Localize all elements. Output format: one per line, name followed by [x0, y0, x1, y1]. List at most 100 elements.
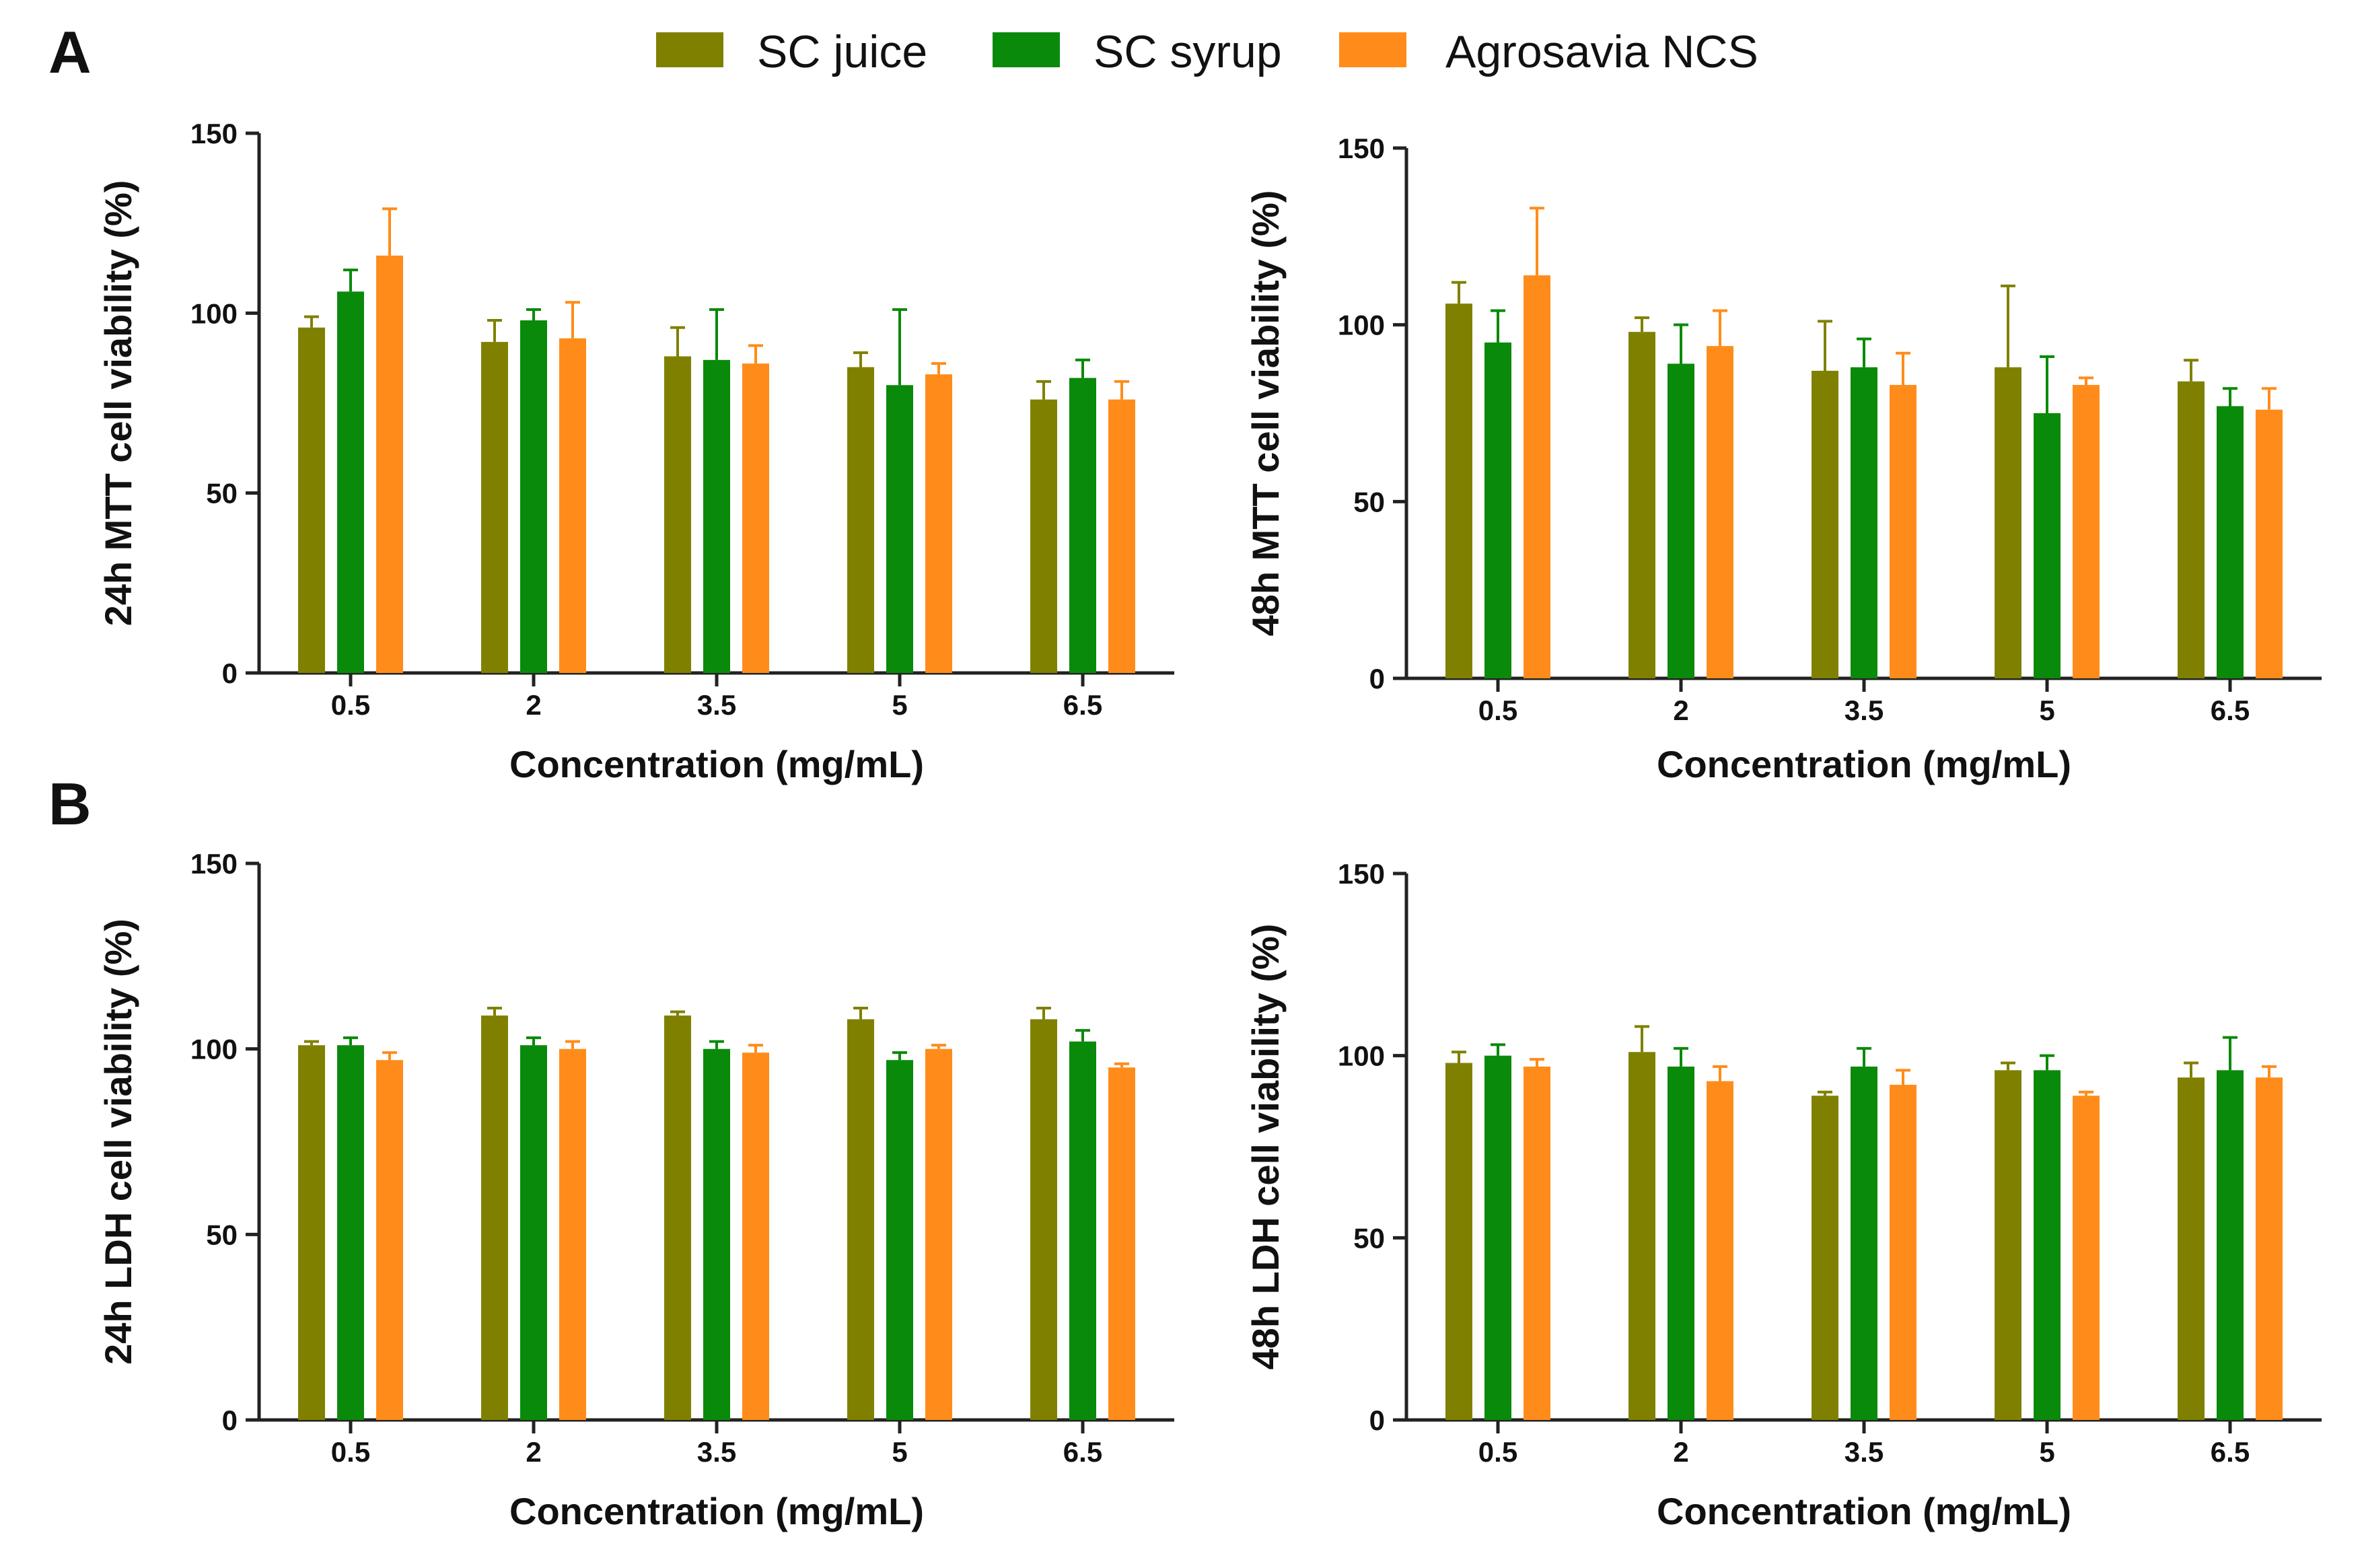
y-tick-label: 100 — [190, 297, 238, 329]
bar-agrosavia-ncs-5 — [2073, 1096, 2100, 1420]
bar-sc-syrup-6-5 — [2217, 406, 2244, 678]
bar-sc-syrup-5 — [886, 385, 913, 673]
chart-24h-ldh: 0 50 100 150 0.5 2 3.5 5 6.5 24h LDH cell viabili… — [97, 848, 1174, 1532]
y-tick-label: 150 — [190, 118, 238, 149]
y-tick-label: 0 — [1369, 663, 1385, 694]
bar-sc-syrup-2 — [1668, 1066, 1694, 1420]
y-tick-label: 150 — [1338, 133, 1385, 164]
y-tick-label: 50 — [206, 478, 238, 509]
bar-sc-juice-6-5 — [2178, 1077, 2205, 1420]
bar-agrosavia-ncs-0-5 — [376, 255, 403, 674]
bar-sc-juice-3-5 — [1812, 370, 1838, 678]
bar-sc-juice-5 — [1995, 1070, 2021, 1420]
bar-sc-syrup-5 — [2034, 413, 2061, 678]
bar-sc-syrup-0-5 — [337, 291, 364, 674]
y-tick-label: 0 — [1369, 1404, 1385, 1436]
x-tick-label: 6.5 — [1063, 1436, 1102, 1468]
legend-swatch-agrosavia-ncs — [1339, 32, 1406, 67]
chart-24h-mtt: 0 50 100 150 0.5 2 3.5 5 6.5 24h MTT cell viabili… — [97, 118, 1174, 785]
bar-sc-syrup-5 — [886, 1060, 913, 1420]
bar-sc-juice-5 — [847, 1019, 874, 1420]
x-tick-label: 6.5 — [2211, 1436, 2250, 1468]
bar-sc-juice-3-5 — [1812, 1096, 1838, 1420]
y-tick-label: 100 — [190, 1034, 238, 1065]
bar-agrosavia-ncs-6-5 — [2256, 1077, 2283, 1420]
x-tick-label: 3.5 — [697, 1436, 736, 1468]
bar-sc-syrup-6-5 — [2217, 1070, 2244, 1420]
x-tick-label: 2 — [1673, 694, 1688, 726]
bar-sc-juice-0-5 — [298, 1045, 325, 1420]
bar-sc-juice-6-5 — [1030, 399, 1057, 673]
bar-sc-syrup-0-5 — [1484, 1055, 1511, 1420]
bar-sc-syrup-2 — [520, 1045, 547, 1420]
bar-agrosavia-ncs-2 — [1707, 1081, 1733, 1420]
y-tick-label: 100 — [1338, 310, 1385, 341]
bar-sc-juice-3-5 — [664, 356, 691, 673]
y-axis-title: 48h MTT cell viability (%) — [1244, 190, 1287, 637]
bar-sc-syrup-3-5 — [703, 1048, 730, 1420]
bar-sc-juice-3-5 — [664, 1015, 691, 1420]
y-tick-label: 50 — [1353, 486, 1385, 518]
bar-agrosavia-ncs-0-5 — [1524, 275, 1550, 678]
bar-sc-syrup-2 — [1668, 363, 1694, 678]
y-axis-title: 24h MTT cell viability (%) — [97, 180, 139, 627]
bar-agrosavia-ncs-5 — [925, 1048, 952, 1420]
bar-sc-juice-2 — [1628, 332, 1655, 678]
bar-agrosavia-ncs-3-5 — [1890, 384, 1917, 678]
bar-agrosavia-ncs-2 — [1707, 346, 1733, 678]
y-tick-label: 0 — [222, 657, 238, 689]
legend-label-agrosavia-ncs: Agrosavia NCS — [1445, 26, 1758, 77]
x-tick-label: 0.5 — [1478, 694, 1517, 726]
bar-agrosavia-ncs-6-5 — [1108, 399, 1135, 673]
legend-label-sc-syrup: SC syrup — [1094, 26, 1282, 77]
y-tick-label: 0 — [222, 1404, 238, 1436]
x-axis-title: Concentration (mg/mL) — [1657, 743, 2071, 785]
bar-sc-syrup-3-5 — [1851, 1066, 1877, 1420]
bar-agrosavia-ncs-2 — [559, 1048, 586, 1420]
x-tick-label: 0.5 — [1478, 1436, 1517, 1468]
x-tick-label: 3.5 — [697, 689, 736, 721]
x-tick-label: 6.5 — [1063, 689, 1102, 721]
y-tick-label: 50 — [1353, 1222, 1385, 1254]
panel-label-a: A — [48, 19, 92, 85]
x-tick-label: 3.5 — [1844, 694, 1884, 726]
bar-agrosavia-ncs-6-5 — [1108, 1067, 1135, 1420]
x-tick-label: 5 — [892, 1436, 907, 1468]
y-axis-title: 24h LDH cell viability (%) — [97, 919, 139, 1365]
bar-sc-juice-5 — [847, 367, 874, 673]
bar-sc-juice-0-5 — [1445, 304, 1472, 678]
x-tick-label: 5 — [892, 689, 907, 721]
x-tick-label: 2 — [526, 1436, 541, 1468]
bar-sc-juice-6-5 — [1030, 1019, 1057, 1420]
x-tick-label: 2 — [526, 689, 541, 721]
bar-sc-syrup-6-5 — [1069, 1041, 1096, 1420]
bar-sc-juice-2 — [481, 342, 508, 673]
bar-agrosavia-ncs-6-5 — [2256, 409, 2283, 678]
x-tick-label: 5 — [2039, 694, 2054, 726]
bar-sc-juice-2 — [1628, 1052, 1655, 1420]
x-tick-label: 0.5 — [331, 1436, 370, 1468]
bar-agrosavia-ncs-5 — [925, 374, 952, 673]
legend-label-sc-juice: SC juice — [757, 26, 927, 77]
x-tick-label: 5 — [2039, 1436, 2054, 1468]
chart-48h-mtt: 0 50 100 150 0.5 2 3.5 5 6.5 48h MTT cell viabili… — [1244, 133, 2322, 785]
x-tick-label: 0.5 — [331, 689, 370, 721]
bar-sc-juice-0-5 — [298, 327, 325, 674]
bar-sc-juice-6-5 — [2178, 381, 2205, 678]
bar-agrosavia-ncs-3-5 — [742, 1053, 769, 1420]
bar-sc-syrup-3-5 — [703, 359, 730, 673]
chart-48h-ldh: 0 50 100 150 0.5 2 3.5 5 6.5 48h LDH cell viabili… — [1244, 858, 2322, 1532]
bar-sc-juice-0-5 — [1445, 1063, 1472, 1420]
legend-swatch-sc-syrup — [993, 32, 1060, 67]
legend: SC juice SC syrup Agrosavia NCS — [656, 26, 1758, 77]
bar-sc-syrup-0-5 — [337, 1045, 364, 1420]
x-tick-label: 6.5 — [2211, 694, 2250, 726]
bar-agrosavia-ncs-2 — [559, 338, 586, 673]
bar-sc-syrup-3-5 — [1851, 367, 1877, 678]
x-tick-label: 2 — [1673, 1436, 1688, 1468]
y-tick-label: 150 — [1338, 858, 1385, 890]
legend-swatch-sc-juice — [656, 32, 723, 67]
bar-sc-syrup-0-5 — [1484, 342, 1511, 678]
y-axis-title: 48h LDH cell viability (%) — [1244, 924, 1287, 1370]
